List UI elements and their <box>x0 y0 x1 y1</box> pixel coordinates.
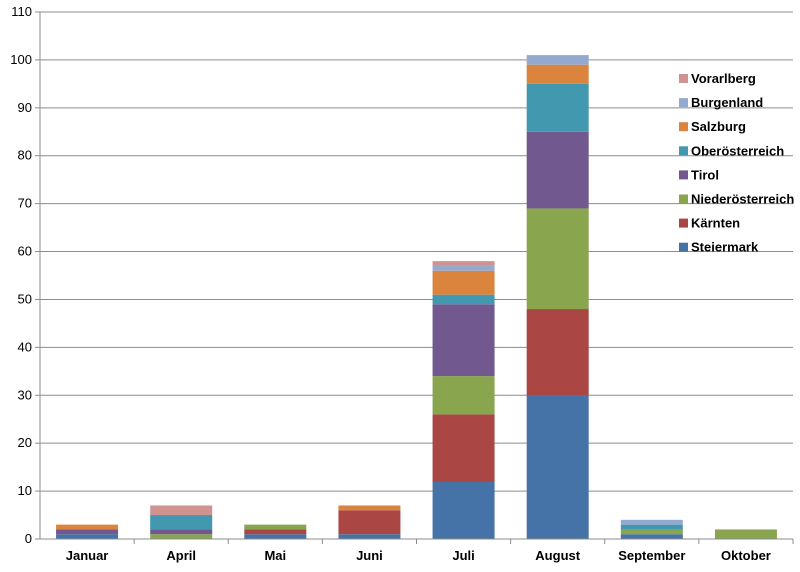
bar-segment-vorarlberg <box>432 261 495 266</box>
legend-label: Burgenland <box>691 95 763 110</box>
legend-swatch <box>679 194 688 204</box>
bar-segment-tirol <box>150 529 213 535</box>
legend: Vorarlberg Burgenland Salzburg Oberösterrei… <box>679 71 794 255</box>
legend-label: Salzburg <box>691 119 746 134</box>
bar-segment-oberösterreich <box>432 294 495 305</box>
bar-segment-niederösterreich <box>150 534 213 539</box>
bar-segment-steiermark <box>244 534 307 539</box>
legend-swatch <box>679 242 688 252</box>
y-tick-label: 0 <box>25 531 32 546</box>
bar-segment-salzburg <box>526 64 589 84</box>
y-tick-label: 40 <box>18 339 32 354</box>
bar-segment-kärnten <box>338 510 401 535</box>
bar-segment-kärnten <box>432 414 495 482</box>
bar-segment-burgenland <box>432 265 495 271</box>
bar-segment-steiermark <box>432 481 495 539</box>
bar-segment-tirol <box>56 529 119 535</box>
bar-segment-kärnten <box>244 529 307 535</box>
y-tick-label: 30 <box>18 387 32 402</box>
bar-segment-oberösterreich <box>526 83 589 132</box>
bar-segment-niederösterreich <box>432 376 495 415</box>
legend-label: Tirol <box>691 167 719 182</box>
legend-label: Steiermark <box>691 240 759 255</box>
bar-segment-tirol <box>432 304 495 377</box>
bar-segment-steiermark <box>620 534 683 539</box>
x-tick-label: Oktober <box>721 548 771 563</box>
x-tick-label: Juli <box>452 548 474 563</box>
bar-segment-tirol <box>526 131 589 209</box>
bar-segment-salzburg <box>56 524 119 530</box>
bar-segment-kärnten <box>526 309 589 396</box>
legend-swatch <box>679 146 688 156</box>
bar-segment-niederösterreich <box>244 524 307 530</box>
bar-segment-vorarlberg <box>150 505 213 516</box>
y-tick-label: 90 <box>18 100 32 115</box>
legend-label: Niederösterreich <box>691 192 794 207</box>
legend-label: Oberösterreich <box>691 143 784 158</box>
x-tick-label: September <box>618 548 685 563</box>
y-tick-label: 20 <box>18 435 32 450</box>
y-tick-label: 10 <box>18 483 32 498</box>
y-tick-label: 50 <box>18 291 32 306</box>
bar-segment-oberösterreich <box>150 515 213 530</box>
y-tick-label: 60 <box>18 244 32 259</box>
bar-segment-burgenland <box>526 55 589 65</box>
y-tick-label: 110 <box>11 4 32 19</box>
y-axis: 0 10 20 30 40 50 60 70 80 90 100 110 <box>10 4 41 546</box>
legend-label: Vorarlberg <box>691 71 756 86</box>
legend-swatch <box>679 74 688 83</box>
y-tick-label: 80 <box>18 148 32 163</box>
bar-segment-steiermark <box>56 534 119 539</box>
legend-label: Kärnten <box>691 216 740 231</box>
bars <box>56 55 777 539</box>
bar-segment-oberösterreich <box>620 524 683 530</box>
x-tick-label: August <box>535 548 580 563</box>
legend-swatch <box>679 98 688 108</box>
bar-segment-niederösterreich <box>526 208 589 310</box>
y-tick-label: 100 <box>10 52 32 67</box>
bar-segment-burgenland <box>620 519 683 525</box>
x-tick-label: April <box>166 548 196 563</box>
bar-segment-salzburg <box>432 270 495 295</box>
bar-segment-niederösterreich <box>714 529 777 539</box>
legend-swatch <box>679 218 688 228</box>
bar-segment-niederösterreich <box>620 529 683 535</box>
legend-swatch <box>679 122 688 132</box>
legend-swatch <box>679 170 688 180</box>
x-tick-label: Mai <box>264 548 286 563</box>
gridlines <box>40 11 793 540</box>
bar-segment-steiermark <box>338 534 401 539</box>
x-tick-label: Januar <box>66 548 109 563</box>
x-tick-label: Juni <box>356 548 383 563</box>
bar-segment-salzburg <box>338 505 401 511</box>
bar-segment-steiermark <box>526 395 589 539</box>
x-axis: Januar April Mai Juni Juli August September Okt… <box>40 538 794 563</box>
y-tick-label: 70 <box>18 196 32 211</box>
